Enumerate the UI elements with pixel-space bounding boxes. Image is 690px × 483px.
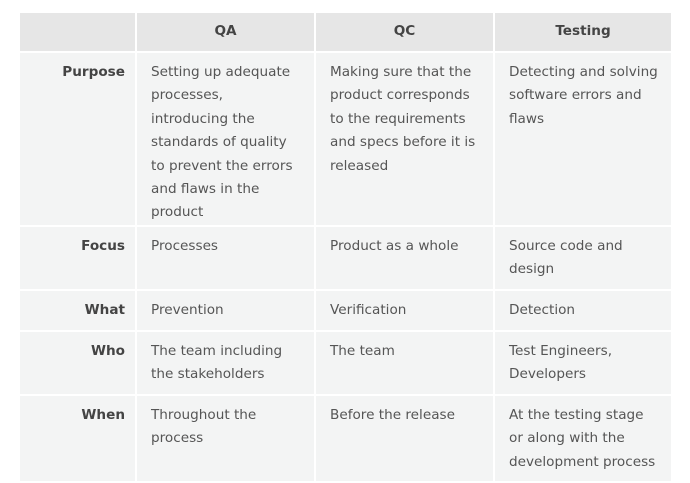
- row-label-who: Who: [18, 329, 137, 396]
- comparison-table: QA QC Testing Purpose Setting up adequat…: [18, 11, 673, 483]
- header-row: QA QC Testing: [18, 11, 673, 53]
- table-row: Purpose Setting up adequate processes, i…: [18, 51, 673, 227]
- header-testing: Testing: [493, 11, 673, 53]
- cell-who-qc: The team: [314, 329, 495, 396]
- row-label-when: When: [18, 393, 137, 483]
- table-row: Who The team including the stakeholders …: [18, 329, 673, 396]
- cell-purpose-qc: Making sure that the product corresponds…: [314, 51, 495, 227]
- table-row: When Throughout the process Before the r…: [18, 393, 673, 483]
- cell-purpose-testing: Detecting and solving software errors an…: [493, 51, 673, 227]
- header-qa: QA: [135, 11, 316, 53]
- cell-when-qc: Before the release: [314, 393, 495, 483]
- cell-focus-qc: Product as a whole: [314, 224, 495, 291]
- cell-when-testing: At the testing stage or along with the d…: [493, 393, 673, 483]
- cell-what-testing: Detection: [493, 288, 673, 332]
- table-row: Focus Processes Product as a whole Sourc…: [18, 224, 673, 291]
- cell-what-qa: Prevention: [135, 288, 316, 332]
- cell-purpose-qa: Setting up adequate processes, introduci…: [135, 51, 316, 227]
- cell-when-qa: Throughout the process: [135, 393, 316, 483]
- row-label-purpose: Purpose: [18, 51, 137, 227]
- cell-focus-testing: Source code and design: [493, 224, 673, 291]
- row-label-focus: Focus: [18, 224, 137, 291]
- header-qc: QC: [314, 11, 495, 53]
- header-corner: [18, 11, 137, 53]
- cell-what-qc: Verification: [314, 288, 495, 332]
- row-label-what: What: [18, 288, 137, 332]
- cell-focus-qa: Processes: [135, 224, 316, 291]
- cell-who-testing: Test Engineers, Developers: [493, 329, 673, 396]
- cell-who-qa: The team including the stakeholders: [135, 329, 316, 396]
- table-row: What Prevention Verification Detection: [18, 288, 673, 332]
